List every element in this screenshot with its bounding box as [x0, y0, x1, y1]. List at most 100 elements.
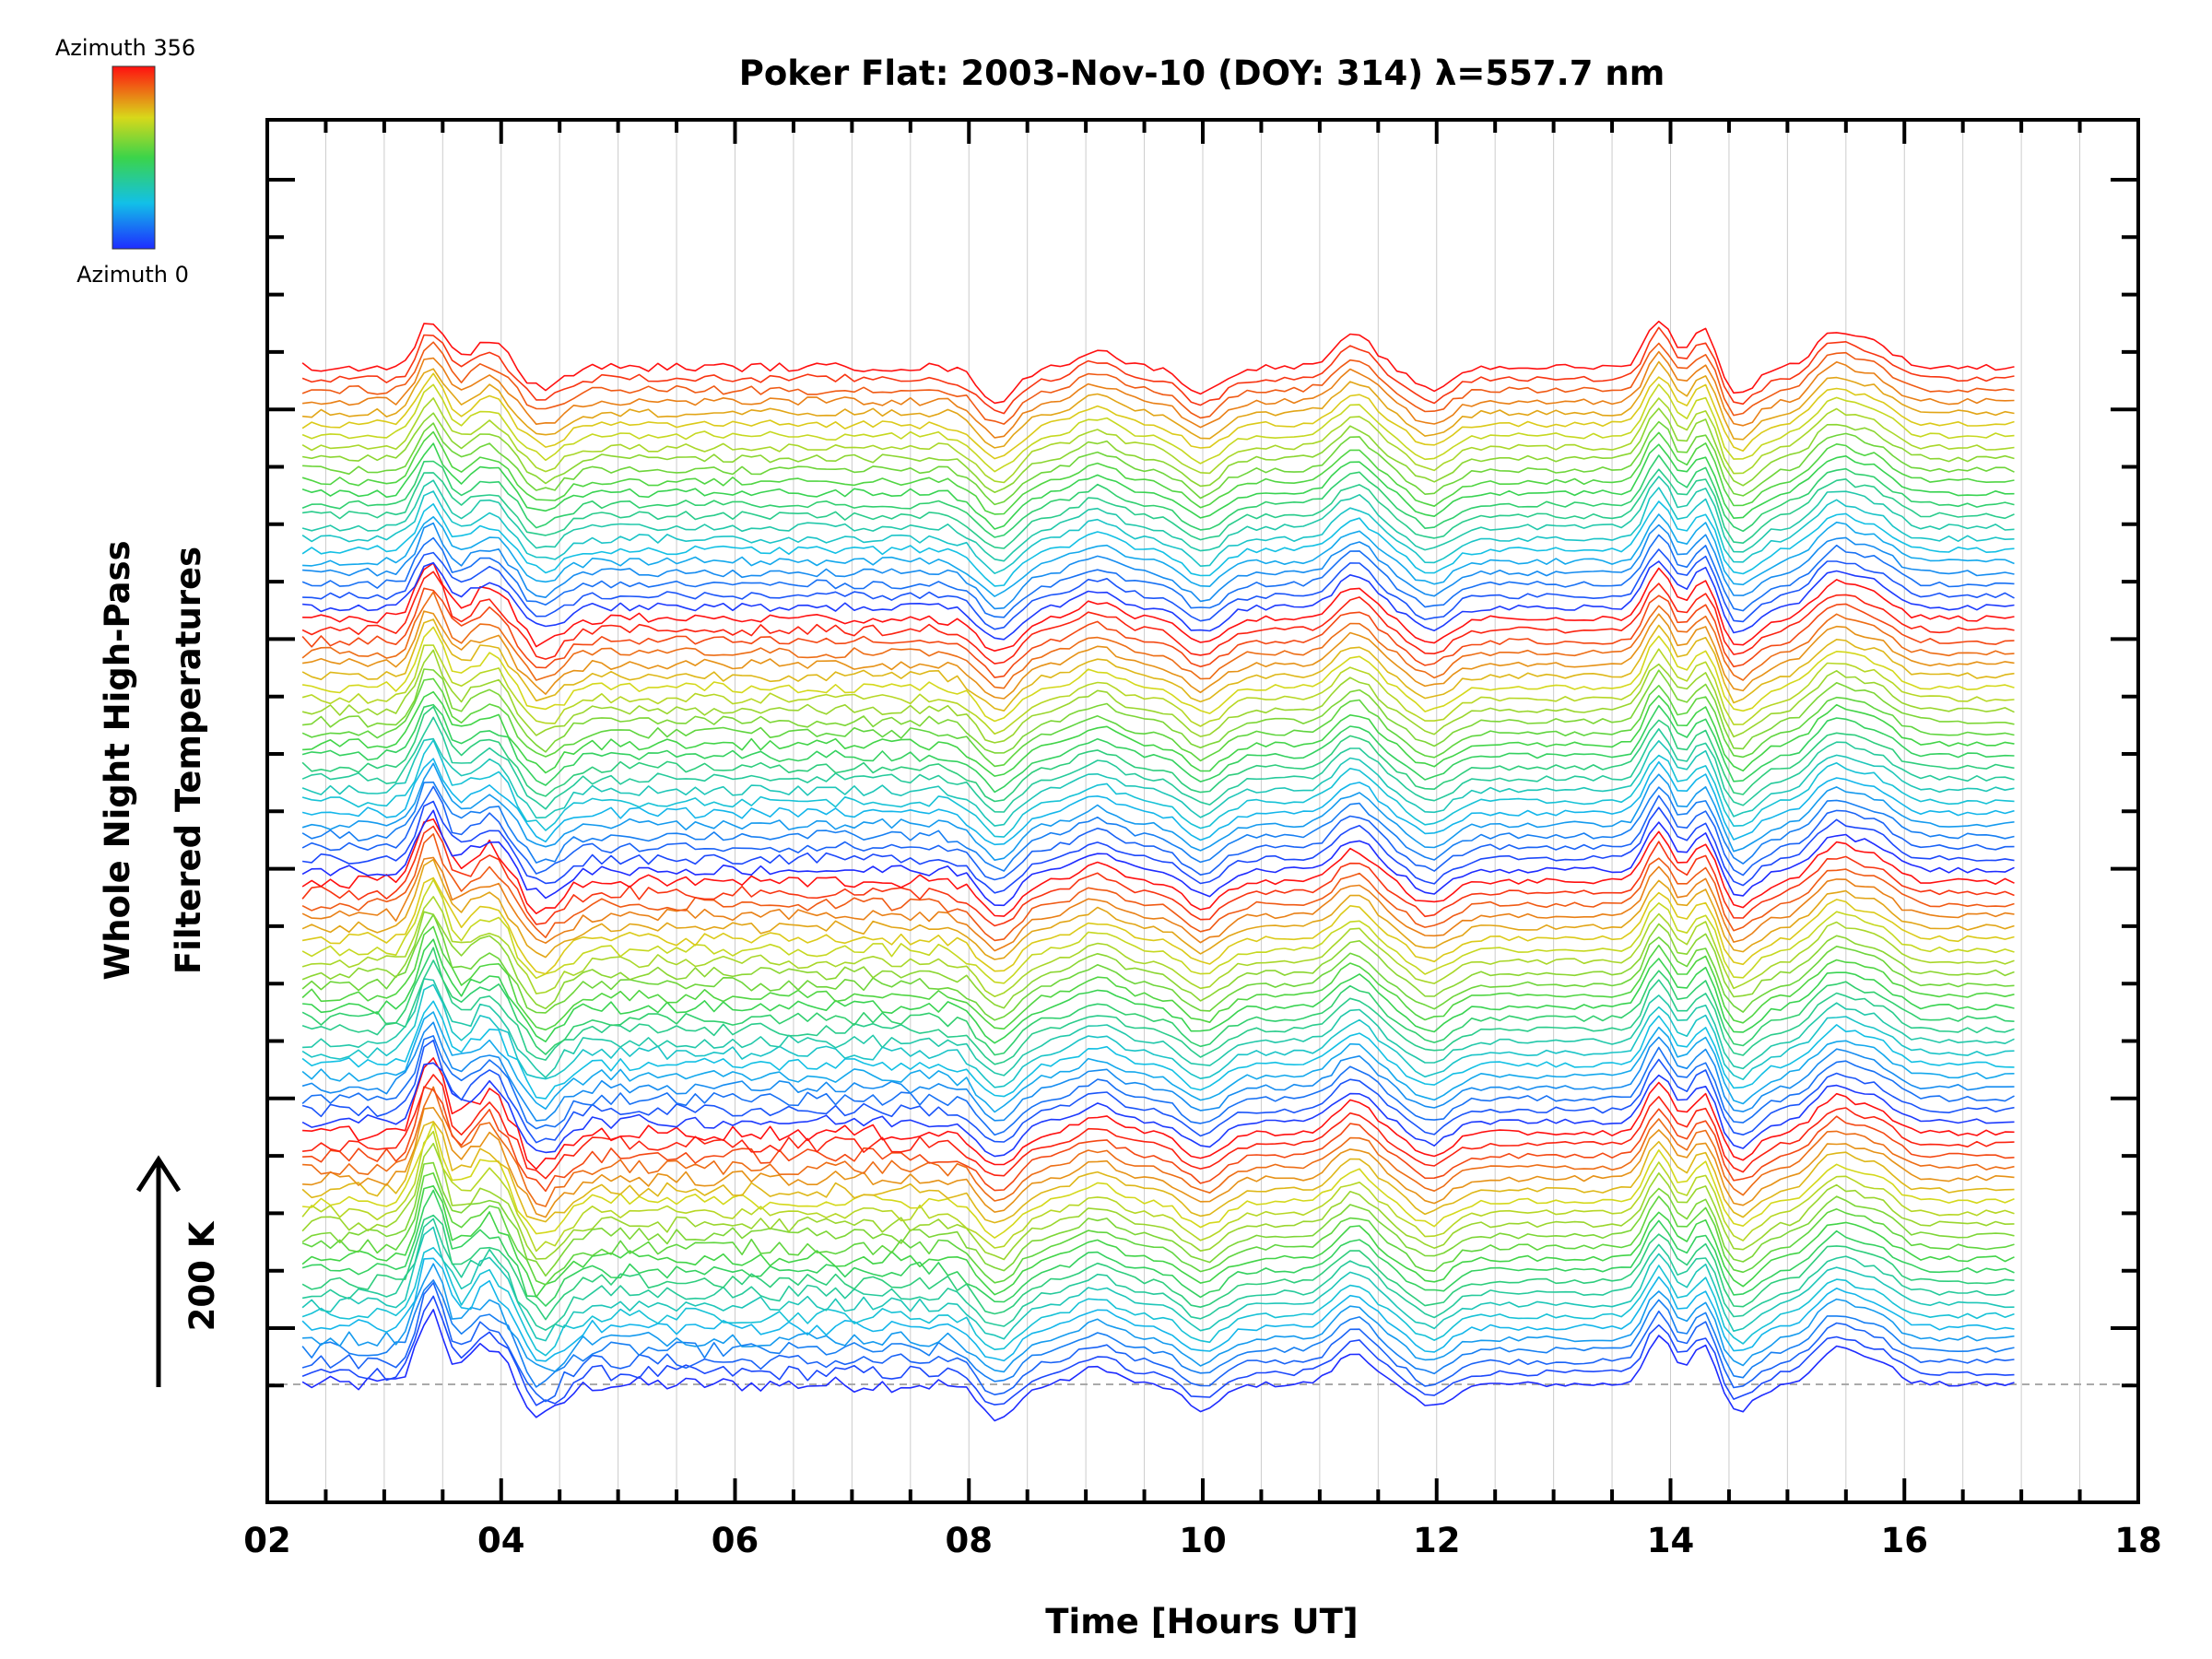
- scale-arrow: [135, 1155, 182, 1387]
- series-line: [301, 1142, 2015, 1261]
- series-line: [302, 1074, 2015, 1180]
- series-line: [301, 877, 2015, 975]
- series-line: [301, 1257, 2015, 1362]
- series-line: [302, 1057, 2015, 1171]
- series-line: [301, 1021, 2015, 1122]
- series-line: [301, 896, 2015, 997]
- x-tick-label: 06: [712, 1521, 759, 1560]
- series-line: [301, 716, 2015, 813]
- series-line: [301, 800, 2015, 894]
- series-line: [301, 1130, 2015, 1253]
- series-line: [302, 420, 2015, 506]
- series-line: [301, 534, 2015, 618]
- series-line: [301, 341, 2015, 425]
- series-line: [301, 983, 2015, 1088]
- series-line: [301, 430, 2015, 515]
- series-line: [302, 1086, 2015, 1207]
- series-line: [301, 1226, 2015, 1342]
- series-line: [301, 1279, 2015, 1388]
- colorbar: [112, 65, 156, 250]
- series-line: [301, 911, 2015, 1010]
- series-line: [301, 703, 2015, 794]
- x-tick-label: 10: [1179, 1521, 1227, 1560]
- series-line: [301, 878, 2015, 984]
- series-line: [301, 762, 2015, 862]
- series-line: [301, 947, 2015, 1056]
- series-line: [301, 487, 2015, 575]
- series-line: [302, 1086, 2015, 1193]
- x-axis-label: Time [Hours UT]: [1045, 1602, 1358, 1641]
- series-lines: [301, 320, 2015, 1422]
- series-line: [301, 1011, 2015, 1113]
- series-line: [301, 1161, 2015, 1277]
- series-line: [301, 1214, 2015, 1321]
- series-line: [301, 818, 2015, 917]
- series-line: [301, 407, 2015, 494]
- series-line: [301, 571, 2015, 665]
- chart-title: Poker Flat: 2003-Nov-10 (DOY: 314) λ=557…: [739, 53, 1665, 93]
- series-line: [301, 610, 2015, 700]
- series-line: [301, 350, 2015, 439]
- series-line: [301, 913, 2015, 1021]
- series-line: [301, 1185, 2015, 1299]
- x-tick-label: 16: [1881, 1521, 1929, 1560]
- series-line: [302, 668, 2015, 754]
- series-line: [301, 587, 2015, 678]
- series-line: [301, 1309, 2015, 1422]
- series-line: [301, 959, 2015, 1065]
- x-tick-label: 02: [243, 1521, 291, 1560]
- series-line: [302, 360, 2015, 449]
- series-line: [302, 513, 2015, 597]
- series-line: [301, 500, 2015, 587]
- series-line: [301, 1218, 2015, 1331]
- series-line: [301, 925, 2015, 1031]
- series-line: [301, 677, 2015, 768]
- series-line: [302, 690, 2015, 777]
- series-line: [302, 548, 2015, 630]
- series-line: [301, 454, 2015, 538]
- series-line: [301, 618, 2015, 712]
- series-line: [301, 1035, 2015, 1136]
- series-line: [302, 1263, 2015, 1373]
- x-tick-label: 18: [2114, 1521, 2162, 1560]
- x-tick-label: 14: [1647, 1521, 1695, 1560]
- series-line: [301, 476, 2015, 562]
- series-line: [301, 1172, 2015, 1286]
- series-line: [301, 1282, 2015, 1403]
- series-line: [302, 938, 2015, 1044]
- x-tick-label: 12: [1413, 1521, 1461, 1560]
- series-line: [302, 978, 2015, 1078]
- colorbar-bottom-label: Azimuth 0: [76, 262, 189, 288]
- series-line: [301, 832, 2015, 942]
- series-line: [301, 1295, 2015, 1406]
- series-line: [302, 1122, 2015, 1239]
- scale-label: 200 K: [182, 1220, 222, 1331]
- series-line: [301, 320, 2015, 405]
- x-tick-labels: 02 04 06 08 10 12 14 16 18: [243, 1521, 2162, 1560]
- x-tick-label: 04: [477, 1521, 525, 1560]
- series-line: [301, 758, 2015, 846]
- series-line: [301, 781, 2015, 872]
- series-line: [302, 522, 2015, 610]
- series-line: [301, 626, 2015, 723]
- series-line: [301, 1121, 2015, 1224]
- series-line: [301, 1000, 2015, 1100]
- series-line: [301, 1039, 2015, 1144]
- series-line: [301, 705, 2015, 803]
- axis-ticks: [265, 120, 2140, 1502]
- series-line: [301, 383, 2015, 473]
- series-line: [301, 737, 2015, 827]
- series-line: [302, 1107, 2015, 1218]
- series-line: [301, 591, 2015, 689]
- series-line: [301, 809, 2015, 907]
- series-line: [301, 397, 2015, 484]
- x-tick-label: 08: [946, 1521, 994, 1560]
- series-line: [301, 1062, 2015, 1158]
- series-line: [302, 562, 2015, 653]
- series-line: [301, 644, 2015, 735]
- series-line: [301, 326, 2015, 415]
- series-line: [301, 468, 2015, 549]
- series-line: [301, 1246, 2015, 1357]
- series-line: [301, 649, 2015, 744]
